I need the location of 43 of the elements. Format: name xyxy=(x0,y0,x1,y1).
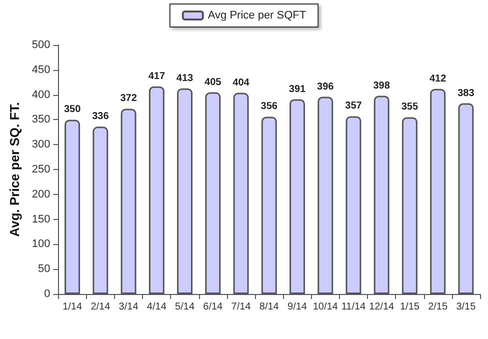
y-tick-label: 450 xyxy=(32,64,50,76)
x-tick-label: 1/14 xyxy=(62,302,82,312)
data-label: 336 xyxy=(92,111,110,122)
data-label: 396 xyxy=(317,81,334,92)
x-tick-label: 7/14 xyxy=(231,302,252,312)
data-label: 356 xyxy=(260,101,278,112)
x-tick-label: 4/14 xyxy=(146,302,167,312)
x-tick-label: 10/14 xyxy=(312,302,338,312)
x-tick-label: 6/14 xyxy=(203,302,224,312)
data-label: 417 xyxy=(148,70,166,82)
y-tick-label: 350 xyxy=(32,114,50,126)
data-label: 413 xyxy=(176,72,194,84)
data-label: 398 xyxy=(373,80,390,92)
y-tick-label: 300 xyxy=(32,138,50,151)
y-axis-title: Avg. Price per SQ. FT. xyxy=(7,102,22,237)
y-tick-label: 200 xyxy=(32,188,50,200)
y-tick-label: 400 xyxy=(32,88,50,101)
x-tick-label: 8/14 xyxy=(259,302,280,312)
data-label: 357 xyxy=(345,100,362,112)
data-label: 412 xyxy=(429,73,447,84)
y-tick-label: 100 xyxy=(32,238,50,250)
x-tick-label: 2/14 xyxy=(90,302,111,312)
x-tick-label: 12/14 xyxy=(369,302,395,312)
x-tick-label: 9/14 xyxy=(288,302,308,312)
data-label: 350 xyxy=(64,104,82,116)
data-label: 383 xyxy=(458,88,475,99)
data-label: 355 xyxy=(401,102,418,113)
data-label: 372 xyxy=(120,93,138,104)
x-tick-label: 3/14 xyxy=(118,302,139,312)
y-tick-label: 500 xyxy=(32,39,50,51)
x-tick-label: 3/15 xyxy=(456,302,476,312)
x-tick-label: 2/15 xyxy=(428,302,448,312)
y-tick-label: 150 xyxy=(32,213,50,226)
y-tick-label: 0 xyxy=(44,288,50,300)
data-label: 405 xyxy=(204,76,222,88)
y-tick-label: 250 xyxy=(32,164,50,176)
y-tick-label: 50 xyxy=(38,263,50,276)
data-label: 404 xyxy=(232,77,250,88)
x-tick-label: 5/14 xyxy=(175,302,195,312)
x-tick-label: 1/15 xyxy=(400,302,420,312)
data-label: 391 xyxy=(288,84,306,95)
legend-label: Avg Price per SQFT xyxy=(208,10,306,22)
x-tick-label: 11/14 xyxy=(341,302,366,312)
